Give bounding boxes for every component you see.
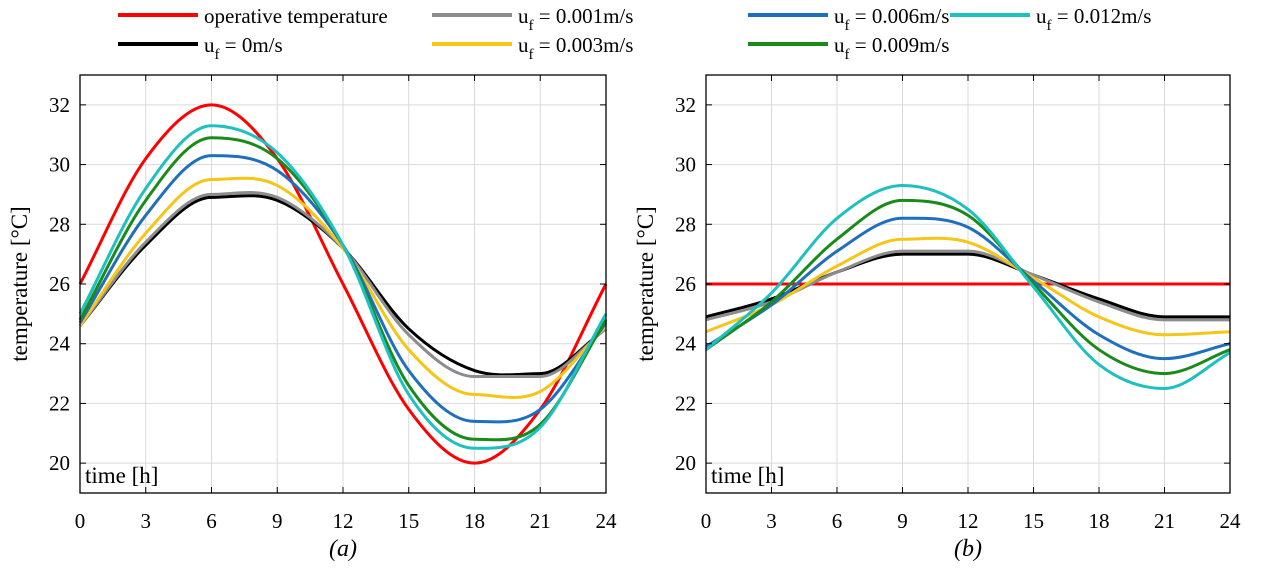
y-tick-label: 24 <box>675 332 697 356</box>
x-tick-label: 24 <box>1220 509 1242 533</box>
series-line-u-f-0-003m-s <box>705 236 1231 337</box>
y-tick-label: 22 <box>49 391 70 415</box>
legend-label: uf = 0.001m/s <box>518 4 633 34</box>
x-tick-label: 0 <box>701 509 712 533</box>
y-tick-label: 24 <box>49 332 71 356</box>
y-tick-label: 28 <box>675 212 696 236</box>
x-tick-label: 6 <box>206 509 217 533</box>
x-tick-label: 12 <box>958 509 979 533</box>
x-tick-label: 15 <box>1023 509 1044 533</box>
legend-label: uf = 0.009m/s <box>834 33 949 63</box>
x-tick-label: 15 <box>398 509 419 533</box>
x-axis-label: time [h] <box>85 463 158 488</box>
y-tick-label: 32 <box>675 93 696 117</box>
series-line-u-f-0-012m-s <box>705 183 1231 390</box>
legend: operative temperature uf = 0.001m/s uf = 0… <box>118 4 1151 63</box>
x-tick-label: 3 <box>766 509 777 533</box>
panel-caption: (a) <box>329 536 357 562</box>
y-tick-label: 32 <box>49 93 70 117</box>
x-axis-label: time [h] <box>711 463 784 488</box>
x-tick-label: 12 <box>333 509 354 533</box>
grid <box>79 75 607 493</box>
x-tick-label: 21 <box>530 509 551 533</box>
y-tick-label: 28 <box>49 212 70 236</box>
x-tick-label: 18 <box>464 509 485 533</box>
legend-label: uf = 0m/s <box>204 33 283 63</box>
legend-label: operative temperature <box>204 4 388 28</box>
x-tick-label: 9 <box>272 509 283 533</box>
panel-caption: (b) <box>954 536 982 562</box>
x-tick-label: 24 <box>596 509 618 533</box>
legend-label: uf = 0.012m/s <box>1036 4 1151 34</box>
chart-panel-a: 0 3 6 9 12 15 18 21 24 20 22 24 26 28 30 32 time [h] temp… <box>7 74 618 562</box>
y-tick-label: 20 <box>49 451 70 475</box>
y-tick-label: 30 <box>675 153 696 177</box>
x-tick-label: 18 <box>1089 509 1110 533</box>
legend-label: uf = 0.003m/s <box>518 33 633 63</box>
y-tick-label: 30 <box>49 153 70 177</box>
y-tick-label: 26 <box>49 272 70 296</box>
series-line-u-f-0-012m-s <box>78 124 608 450</box>
y-tick-label: 20 <box>675 451 696 475</box>
legend-label: uf = 0.006m/s <box>834 4 949 34</box>
x-tick-label: 21 <box>1154 509 1175 533</box>
y-axis-label: temperature [°C] <box>7 206 32 361</box>
y-axis-label: temperature [°C] <box>633 206 658 361</box>
x-tick-label: 3 <box>141 509 152 533</box>
series-line-u-f-0m-s <box>705 252 1230 319</box>
y-tick-label: 22 <box>675 391 696 415</box>
chart-panel-b: 0 3 6 9 12 15 18 21 24 20 22 24 26 28 30 32 time [h] temp… <box>633 74 1242 562</box>
series-line-u-f-0-009m-s <box>705 198 1231 376</box>
series-line-operative-temperature <box>78 103 608 465</box>
y-tick-label: 26 <box>675 272 696 296</box>
x-tick-label: 6 <box>832 509 843 533</box>
x-tick-label: 9 <box>897 509 908 533</box>
x-tick-label: 0 <box>75 509 86 533</box>
series-line-u-f-0-006m-s <box>705 216 1231 361</box>
